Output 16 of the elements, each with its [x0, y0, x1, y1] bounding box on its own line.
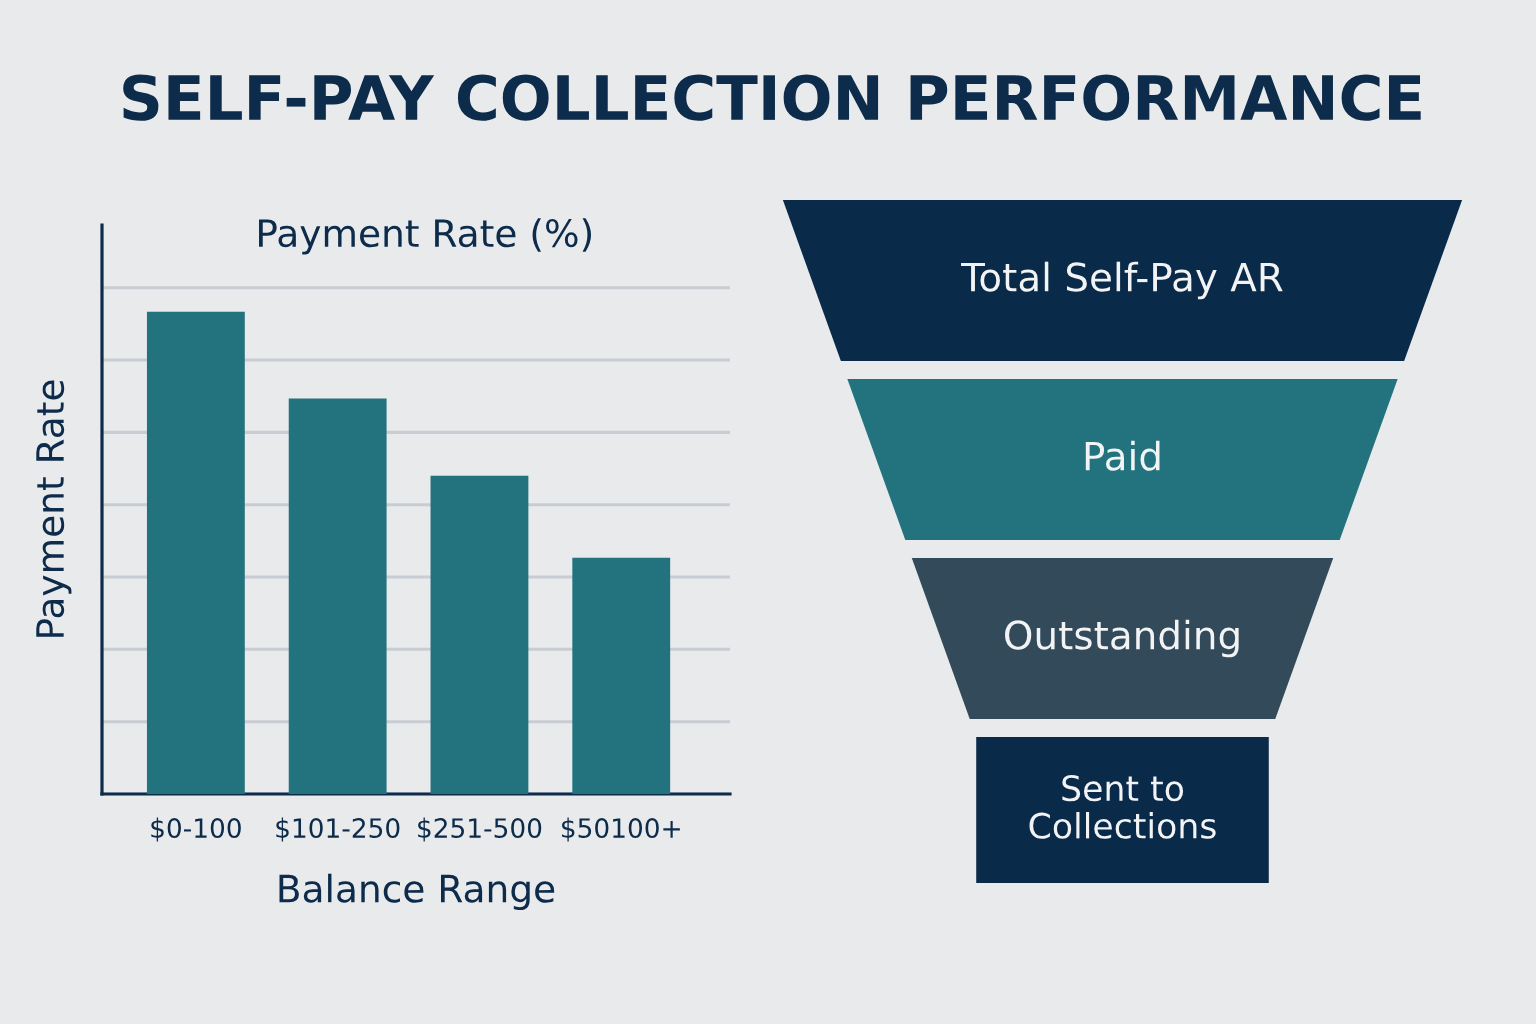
x-tick-label: $101-250: [276, 817, 400, 842]
bar: [430, 475, 529, 794]
chart-subtitle: Payment Rate (%): [259, 218, 592, 255]
bar: [146, 311, 245, 794]
category-label: Total Self-Pay AR: [961, 261, 1283, 300]
y-axis-title: Payment Rate: [36, 380, 72, 637]
chart-title: SELF-PAY COLLECTION PERFORMANCE: [123, 74, 1421, 121]
bar: [288, 398, 387, 794]
x-tick-label: $0-100: [151, 817, 241, 842]
bar: [572, 557, 671, 794]
x-tick-label: $50100+: [562, 817, 680, 842]
x-tick-label: $251-500: [418, 817, 542, 842]
category-label: Sent to Collections: [1029, 775, 1216, 839]
category-label: Outstanding: [1005, 619, 1239, 658]
category-label: Paid: [1085, 440, 1160, 471]
x-axis-title: Balance Range: [279, 873, 555, 910]
